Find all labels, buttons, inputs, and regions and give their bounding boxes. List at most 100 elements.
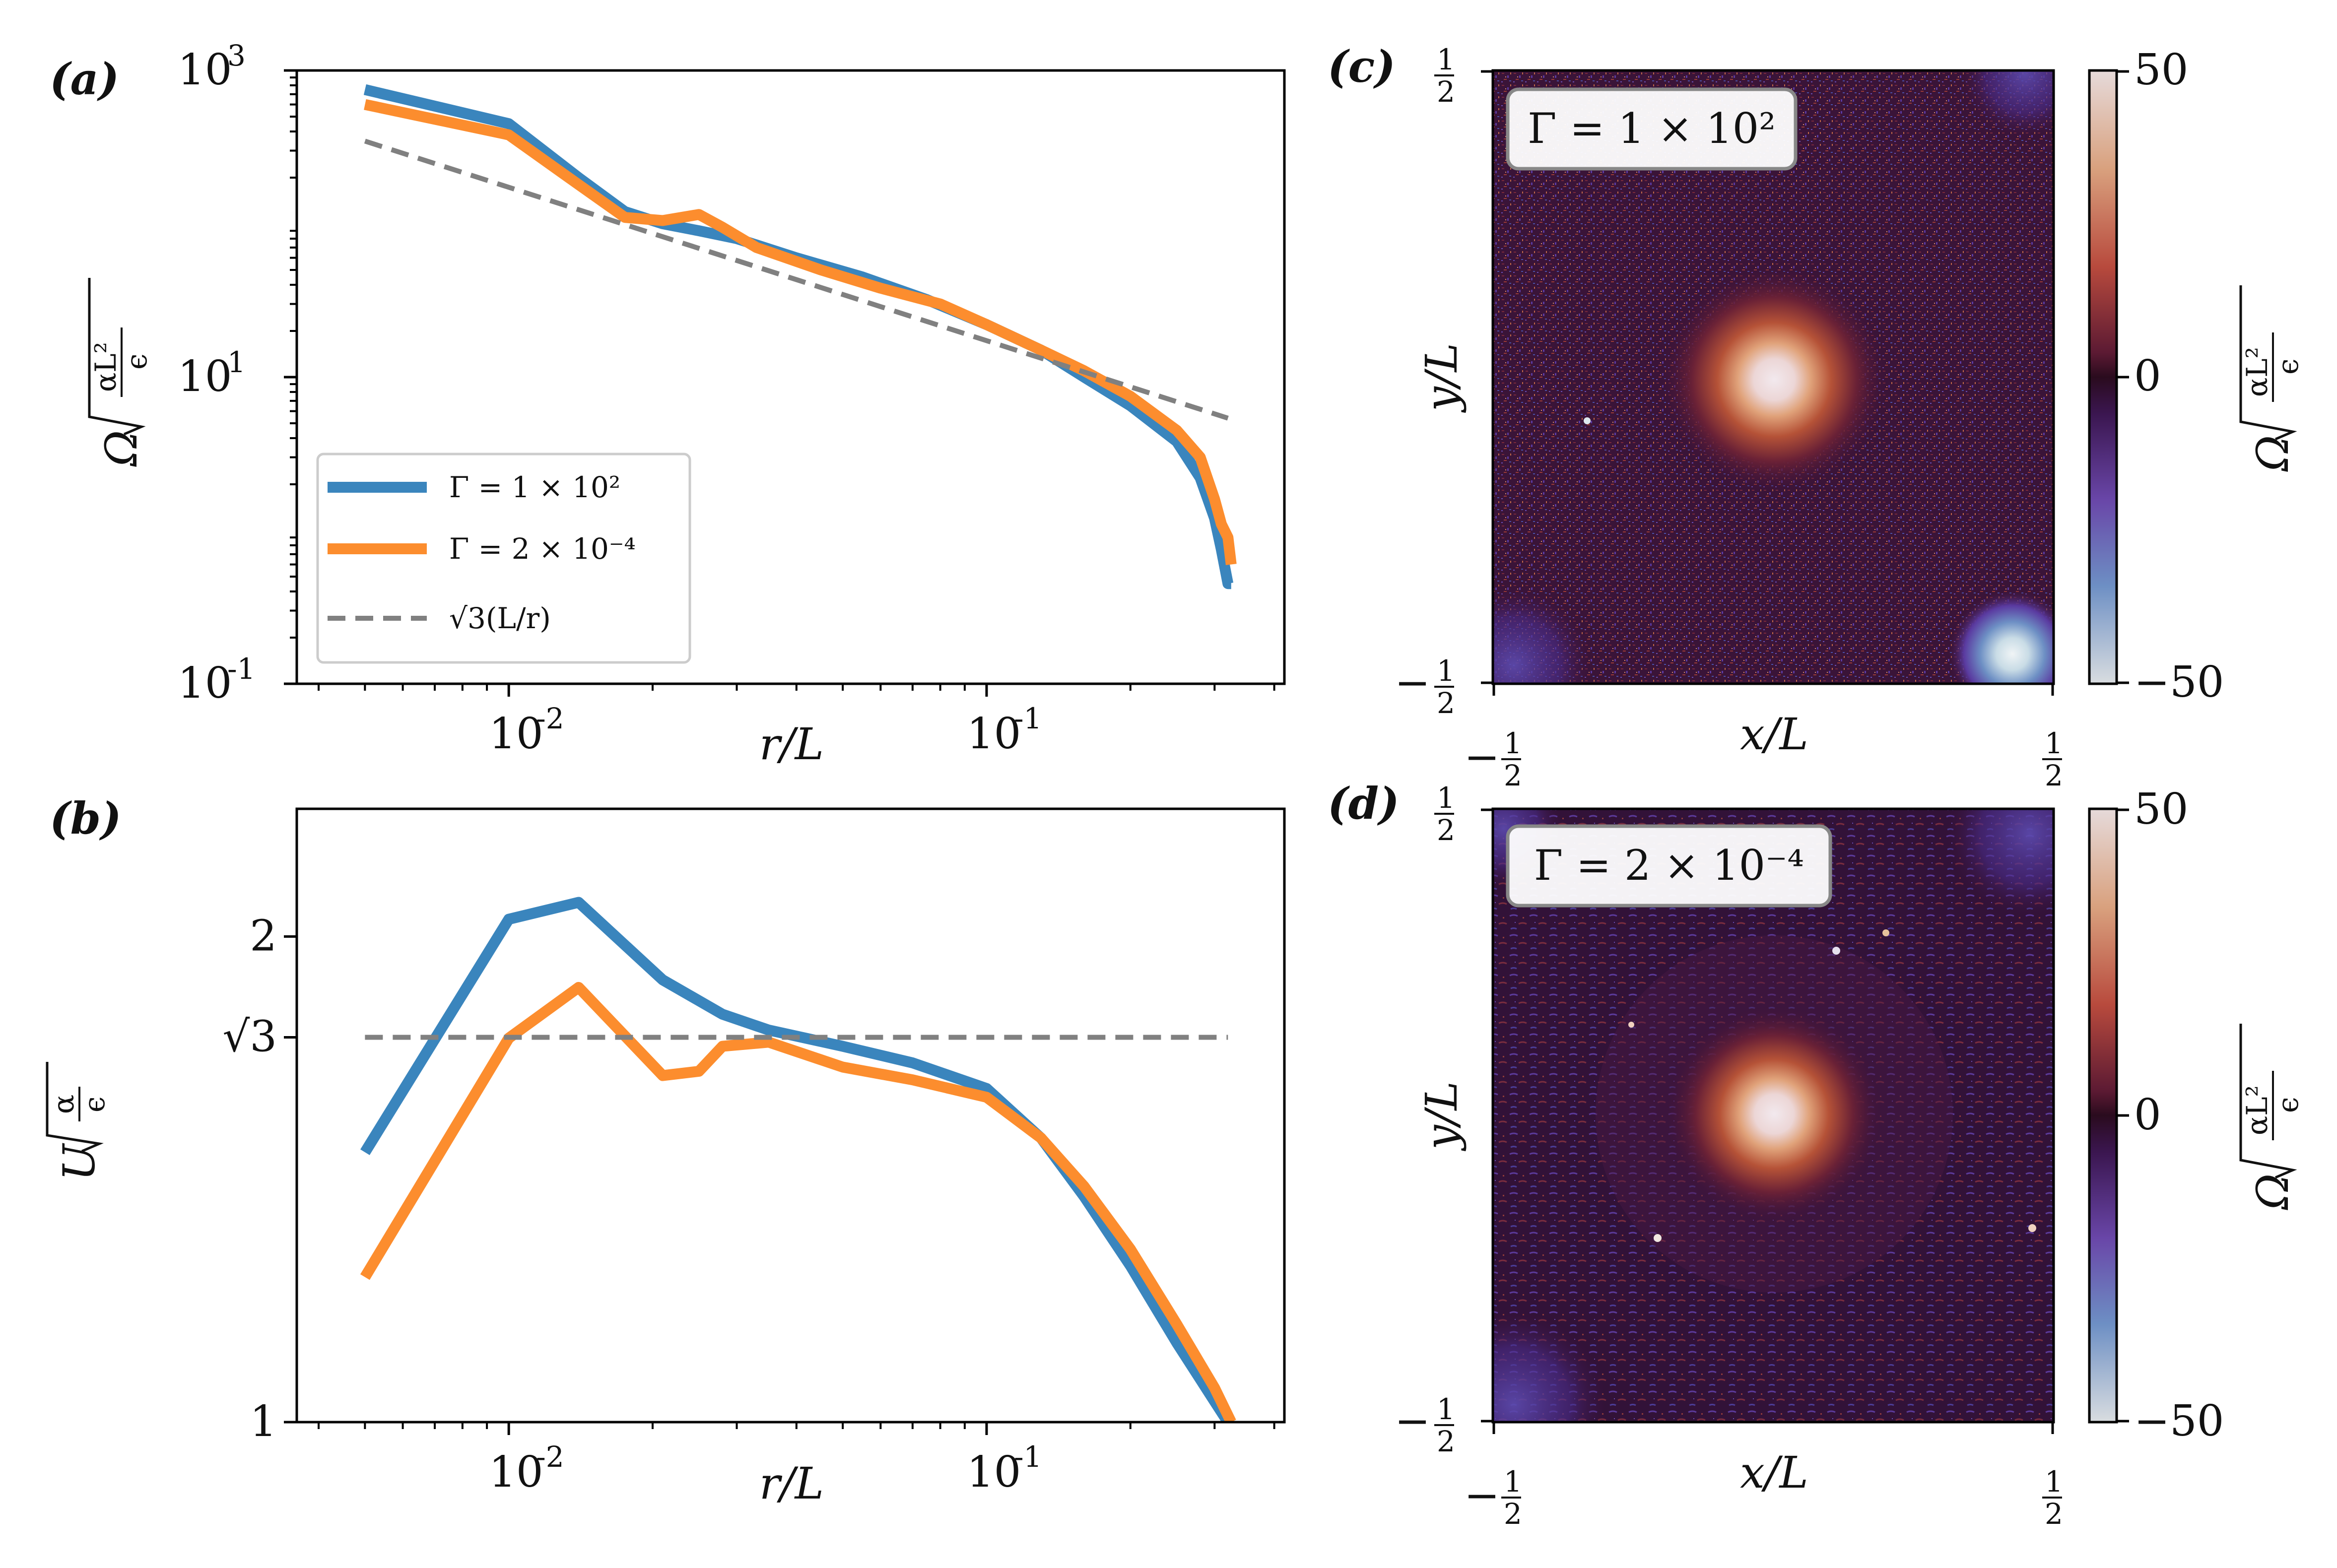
panel-label-a: (a): [50, 53, 119, 105]
tick-c-ybot-minus: −: [1395, 658, 1430, 708]
a-ytick-exp-2: 3: [227, 39, 246, 72]
tick-c-ytop-num: 1: [1437, 43, 1455, 76]
ylabel-b: U α ϵ: [46, 1062, 111, 1181]
colorbar-c-label-bot: −50: [2134, 657, 2224, 707]
tick-d-xleft-den: 2: [1504, 1497, 1522, 1531]
axis-ticks-d: 1 2 − 1 2 − 1 2 1 2: [1395, 781, 2063, 1531]
tick-d-ybot-num: 1: [1437, 1392, 1455, 1426]
tick-d-ytop-num: 1: [1437, 781, 1455, 815]
b-ytick-label-1: √3: [222, 1012, 277, 1062]
legend-label-3: √3(L/r): [449, 601, 551, 635]
tick-d-xleft-minus: −: [1464, 1471, 1500, 1520]
ylabel-b-u: U: [54, 1143, 105, 1181]
heatmap-c-negative-vortex-bl: [1493, 586, 1593, 684]
axes-frame-b: [295, 807, 1286, 1424]
tick-c-ybot-den: 2: [1437, 686, 1455, 720]
a-xtick-label-0: 10: [489, 709, 543, 759]
colorbar-c: 50 0 −50 Ω αL² ϵ: [2088, 45, 2305, 707]
b-xtick-exp-1: -1: [1014, 1440, 1042, 1474]
ylabel-a: Ω αL² ϵ: [88, 278, 153, 467]
a-xtick-exp-1: -1: [1014, 702, 1042, 735]
plot-area-a: [363, 84, 1237, 589]
tick-c-xright-den: 2: [2045, 759, 2063, 792]
tick-d-ybot-minus: −: [1395, 1396, 1430, 1446]
a-ytick-label-0: 10: [178, 658, 232, 708]
colorbar-d-label-bot: −50: [2134, 1396, 2224, 1446]
legend-box: [316, 453, 691, 664]
xlabel-a: r/L: [759, 719, 824, 770]
heatmap-d-negative-vortex-tr: [1945, 809, 2054, 918]
heatmap-d-spot-2: [1882, 929, 1889, 936]
a-xtick-exp-0: -2: [536, 702, 564, 735]
b-series-1-line: [360, 897, 1233, 1422]
ylabel-a-omega: Ω: [96, 430, 147, 467]
heatmap-c-negative-vortex-br: [1948, 589, 2054, 684]
xlabel-c: x/L: [1740, 709, 1808, 760]
colorbar-d-title: Ω αL² ϵ: [2239, 1024, 2305, 1210]
axis-ticks-c: 1 2 − 1 2 − 1 2 1 2: [1395, 43, 2063, 792]
ylabel-b-sqrt: [46, 1062, 104, 1153]
colorbar-c-scale: [2088, 69, 2118, 685]
heatmap-c-spot: [1584, 417, 1591, 424]
panel-b-velocity: (b) 10-2 10-11√32 r/L U α ϵ: [46, 792, 1286, 1509]
legend-label-1: Γ = 1 × 10²: [449, 470, 620, 504]
xlabel-d: x/L: [1740, 1447, 1808, 1498]
a-ytick-label-2: 10: [178, 45, 232, 95]
plot-area-b: [360, 897, 1236, 1422]
badge-text-d: Γ = 2 × 10⁻⁴: [1534, 841, 1804, 890]
colorbar-d: 50 0 −50 Ω αL² ϵ: [2088, 784, 2305, 1446]
a-ytick-label-1: 10: [178, 352, 232, 401]
heatmap-c-positive-vortex: [1660, 265, 1888, 494]
b-xtick-label-0: 10: [489, 1447, 543, 1497]
legend-label-2: Γ = 2 × 10⁻⁴: [449, 532, 636, 566]
colorbar-d-scale: [2088, 807, 2118, 1424]
xlabel-b: r/L: [759, 1458, 824, 1509]
heatmap-d-spot-3: [1654, 1234, 1662, 1242]
title-badge-c: Γ = 1 × 10²: [1506, 87, 1798, 171]
badge-text-c: Γ = 1 × 10²: [1528, 104, 1776, 153]
heatmap-d-spot-5: [1628, 1022, 1634, 1028]
tick-c-xleft-num: 1: [1504, 726, 1522, 760]
panel-label-c: (c): [1328, 41, 1396, 92]
colorbar-c-label-mid: 0: [2134, 351, 2161, 401]
axes-frame-d: [1491, 807, 2055, 1424]
legend-a: Γ = 1 × 10² Γ = 2 × 10⁻⁴ √3(L/r): [316, 453, 691, 664]
b-ytick-label-0: 1: [250, 1397, 277, 1446]
heatmap-c: [1493, 70, 2054, 684]
a-series-3-reference: [364, 138, 1229, 421]
ylabel-c: y/L: [1416, 343, 1467, 413]
ylabel-b-den: ϵ: [77, 1097, 111, 1112]
colorbar-d-omega: Ω: [2247, 1174, 2298, 1210]
b-xtick-label-1: 10: [967, 1447, 1021, 1497]
heatmap-c-negative-vortex-tr: [1960, 70, 2054, 139]
ticks-b: 10-2 10-11√32: [222, 911, 1275, 1497]
colorbar-c-sqrt: [2239, 285, 2297, 441]
colorbar-c-den: ϵ: [2271, 359, 2305, 375]
b-series-2-line: [360, 981, 1236, 1422]
heatmap-d-spot-1: [1832, 947, 1840, 955]
tick-c-xright-num: 1: [2045, 726, 2063, 760]
tick-d-xright-den: 2: [2045, 1497, 2063, 1531]
tick-c-ytop-den: 2: [1437, 75, 1455, 109]
tick-c-xleft-minus: −: [1464, 732, 1500, 782]
title-badge-d: Γ = 2 × 10⁻⁴: [1506, 824, 1832, 908]
tick-c-xleft-den: 2: [1504, 759, 1522, 792]
colorbar-d-label-top: 50: [2134, 784, 2188, 834]
panel-d-vorticity-map: (d) Γ = 2 × 10⁻⁴ 50 0 −50: [1328, 778, 2305, 1531]
ylabel-a-sqrt: [88, 278, 146, 436]
colorbar-c-title: Ω αL² ϵ: [2239, 285, 2305, 472]
tick-c-ybot-num: 1: [1437, 654, 1455, 688]
colorbar-d-sqrt: [2239, 1024, 2297, 1179]
heatmap-d-positive-vortex: [1665, 1005, 1883, 1223]
heatmap-d-spot-4: [2028, 1224, 2036, 1232]
panel-label-d: (d): [1328, 778, 1400, 829]
ylabel-a-den: ϵ: [120, 354, 153, 370]
tick-d-xleft-num: 1: [1504, 1465, 1522, 1499]
tick-d-ytop-den: 2: [1437, 813, 1455, 847]
badge-box-c: [1506, 87, 1798, 171]
b-ytick-label-2: 2: [250, 911, 277, 961]
axes-frame-c: [1491, 69, 2055, 685]
badge-box-d: [1506, 824, 1832, 908]
